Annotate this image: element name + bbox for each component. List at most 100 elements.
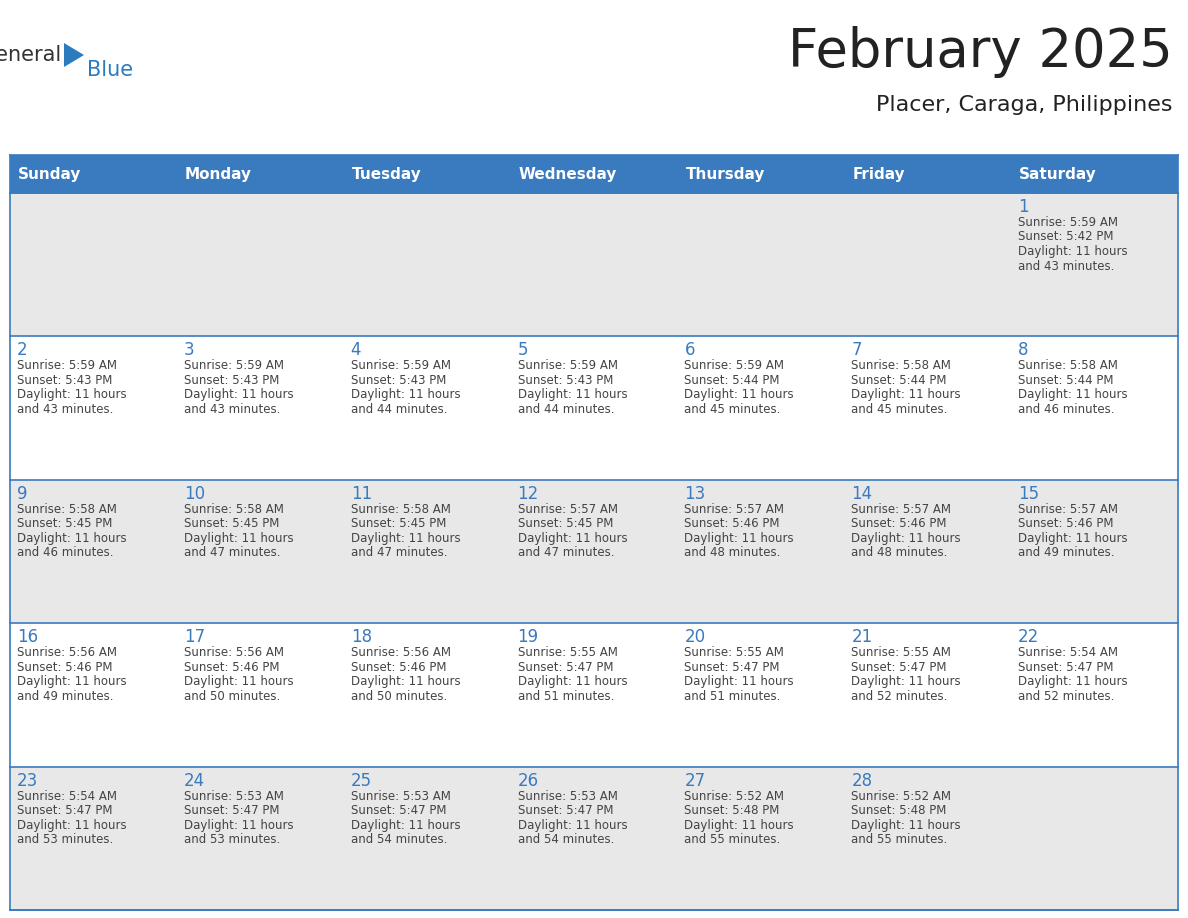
Bar [1011,767,1178,910]
Bar [677,480,845,623]
Text: and 51 minutes.: and 51 minutes. [518,689,614,702]
Text: Sunset: 5:46 PM: Sunset: 5:46 PM [350,661,447,674]
Text: Sunset: 5:46 PM: Sunset: 5:46 PM [852,518,947,531]
Bar [10,193,177,336]
Text: Sunrise: 5:59 AM: Sunrise: 5:59 AM [350,360,450,373]
Text: Sunrise: 5:55 AM: Sunrise: 5:55 AM [852,646,952,659]
Text: and 53 minutes.: and 53 minutes. [184,834,280,846]
Bar [10,623,177,767]
Text: 19: 19 [518,628,538,646]
Text: Sunset: 5:46 PM: Sunset: 5:46 PM [1018,518,1113,531]
Text: Daylight: 11 hours: Daylight: 11 hours [350,676,460,688]
Text: Daylight: 11 hours: Daylight: 11 hours [684,676,794,688]
Text: Thursday: Thursday [685,166,765,182]
Text: Daylight: 11 hours: Daylight: 11 hours [1018,245,1127,258]
Text: 1: 1 [1018,198,1029,216]
Text: General: General [0,45,62,65]
Bar [343,336,511,480]
Text: Sunrise: 5:53 AM: Sunrise: 5:53 AM [518,789,618,802]
Text: Wednesday: Wednesday [519,166,617,182]
Text: and 48 minutes.: and 48 minutes. [852,546,948,559]
Bar [511,767,677,910]
Text: Sunset: 5:46 PM: Sunset: 5:46 PM [684,518,781,531]
Text: Sunrise: 5:59 AM: Sunrise: 5:59 AM [184,360,284,373]
Text: 23: 23 [17,772,38,789]
Text: 28: 28 [852,772,872,789]
Text: Sunrise: 5:56 AM: Sunrise: 5:56 AM [17,646,116,659]
Text: and 48 minutes.: and 48 minutes. [684,546,781,559]
Text: Sunset: 5:44 PM: Sunset: 5:44 PM [852,374,947,386]
Text: Sunset: 5:44 PM: Sunset: 5:44 PM [684,374,781,386]
Bar [177,480,343,623]
Text: 11: 11 [350,485,372,503]
Text: Daylight: 11 hours: Daylight: 11 hours [184,676,293,688]
Text: Daylight: 11 hours: Daylight: 11 hours [17,676,127,688]
Text: 7: 7 [852,341,861,360]
Text: Sunset: 5:47 PM: Sunset: 5:47 PM [350,804,447,817]
Bar [177,193,343,336]
Polygon shape [64,43,84,67]
Text: 8: 8 [1018,341,1029,360]
Text: Monday: Monday [185,166,252,182]
Bar [845,623,1011,767]
Text: Daylight: 11 hours: Daylight: 11 hours [518,388,627,401]
Text: Sunset: 5:45 PM: Sunset: 5:45 PM [17,518,113,531]
Text: 10: 10 [184,485,206,503]
Text: and 47 minutes.: and 47 minutes. [518,546,614,559]
Text: Daylight: 11 hours: Daylight: 11 hours [684,388,794,401]
Text: Sunset: 5:47 PM: Sunset: 5:47 PM [684,661,781,674]
Text: 26: 26 [518,772,538,789]
Text: Daylight: 11 hours: Daylight: 11 hours [184,819,293,832]
Bar [845,336,1011,480]
Bar [677,336,845,480]
Bar [845,193,1011,336]
Text: and 54 minutes.: and 54 minutes. [518,834,614,846]
Bar [677,623,845,767]
Bar [845,480,1011,623]
Text: Sunrise: 5:55 AM: Sunrise: 5:55 AM [684,646,784,659]
Bar [10,767,177,910]
Text: Friday: Friday [852,166,905,182]
Text: Sunrise: 5:56 AM: Sunrise: 5:56 AM [184,646,284,659]
Text: 25: 25 [350,772,372,789]
Text: Sunrise: 5:58 AM: Sunrise: 5:58 AM [350,503,450,516]
Text: Sunrise: 5:53 AM: Sunrise: 5:53 AM [350,789,450,802]
Text: Daylight: 11 hours: Daylight: 11 hours [684,819,794,832]
Text: and 47 minutes.: and 47 minutes. [350,546,447,559]
Text: 12: 12 [518,485,539,503]
Text: 21: 21 [852,628,872,646]
Bar [511,336,677,480]
Text: 3: 3 [184,341,195,360]
Bar [177,767,343,910]
Text: and 55 minutes.: and 55 minutes. [684,834,781,846]
Text: Sunrise: 5:56 AM: Sunrise: 5:56 AM [350,646,450,659]
Text: and 43 minutes.: and 43 minutes. [1018,260,1114,273]
Bar [10,336,177,480]
Text: Sunset: 5:44 PM: Sunset: 5:44 PM [1018,374,1113,386]
Text: Saturday: Saturday [1019,166,1097,182]
Text: Sunset: 5:45 PM: Sunset: 5:45 PM [350,518,446,531]
Text: Daylight: 11 hours: Daylight: 11 hours [1018,676,1127,688]
Text: and 44 minutes.: and 44 minutes. [350,403,447,416]
Text: 6: 6 [684,341,695,360]
Bar [1011,336,1178,480]
Text: Sunset: 5:47 PM: Sunset: 5:47 PM [518,804,613,817]
Text: Sunrise: 5:57 AM: Sunrise: 5:57 AM [1018,503,1118,516]
Text: Sunrise: 5:57 AM: Sunrise: 5:57 AM [852,503,952,516]
Bar [1011,193,1178,336]
Text: Sunrise: 5:58 AM: Sunrise: 5:58 AM [852,360,952,373]
Text: 22: 22 [1018,628,1040,646]
Text: Sunrise: 5:55 AM: Sunrise: 5:55 AM [518,646,618,659]
Bar [511,623,677,767]
Text: Sunset: 5:47 PM: Sunset: 5:47 PM [184,804,279,817]
Text: Sunset: 5:47 PM: Sunset: 5:47 PM [518,661,613,674]
Text: Sunrise: 5:52 AM: Sunrise: 5:52 AM [852,789,952,802]
Text: Daylight: 11 hours: Daylight: 11 hours [350,388,460,401]
Text: Sunset: 5:45 PM: Sunset: 5:45 PM [518,518,613,531]
Text: 16: 16 [17,628,38,646]
Text: and 53 minutes.: and 53 minutes. [17,834,113,846]
Text: and 52 minutes.: and 52 minutes. [1018,689,1114,702]
Text: and 45 minutes.: and 45 minutes. [852,403,948,416]
Text: 9: 9 [17,485,27,503]
Text: 27: 27 [684,772,706,789]
